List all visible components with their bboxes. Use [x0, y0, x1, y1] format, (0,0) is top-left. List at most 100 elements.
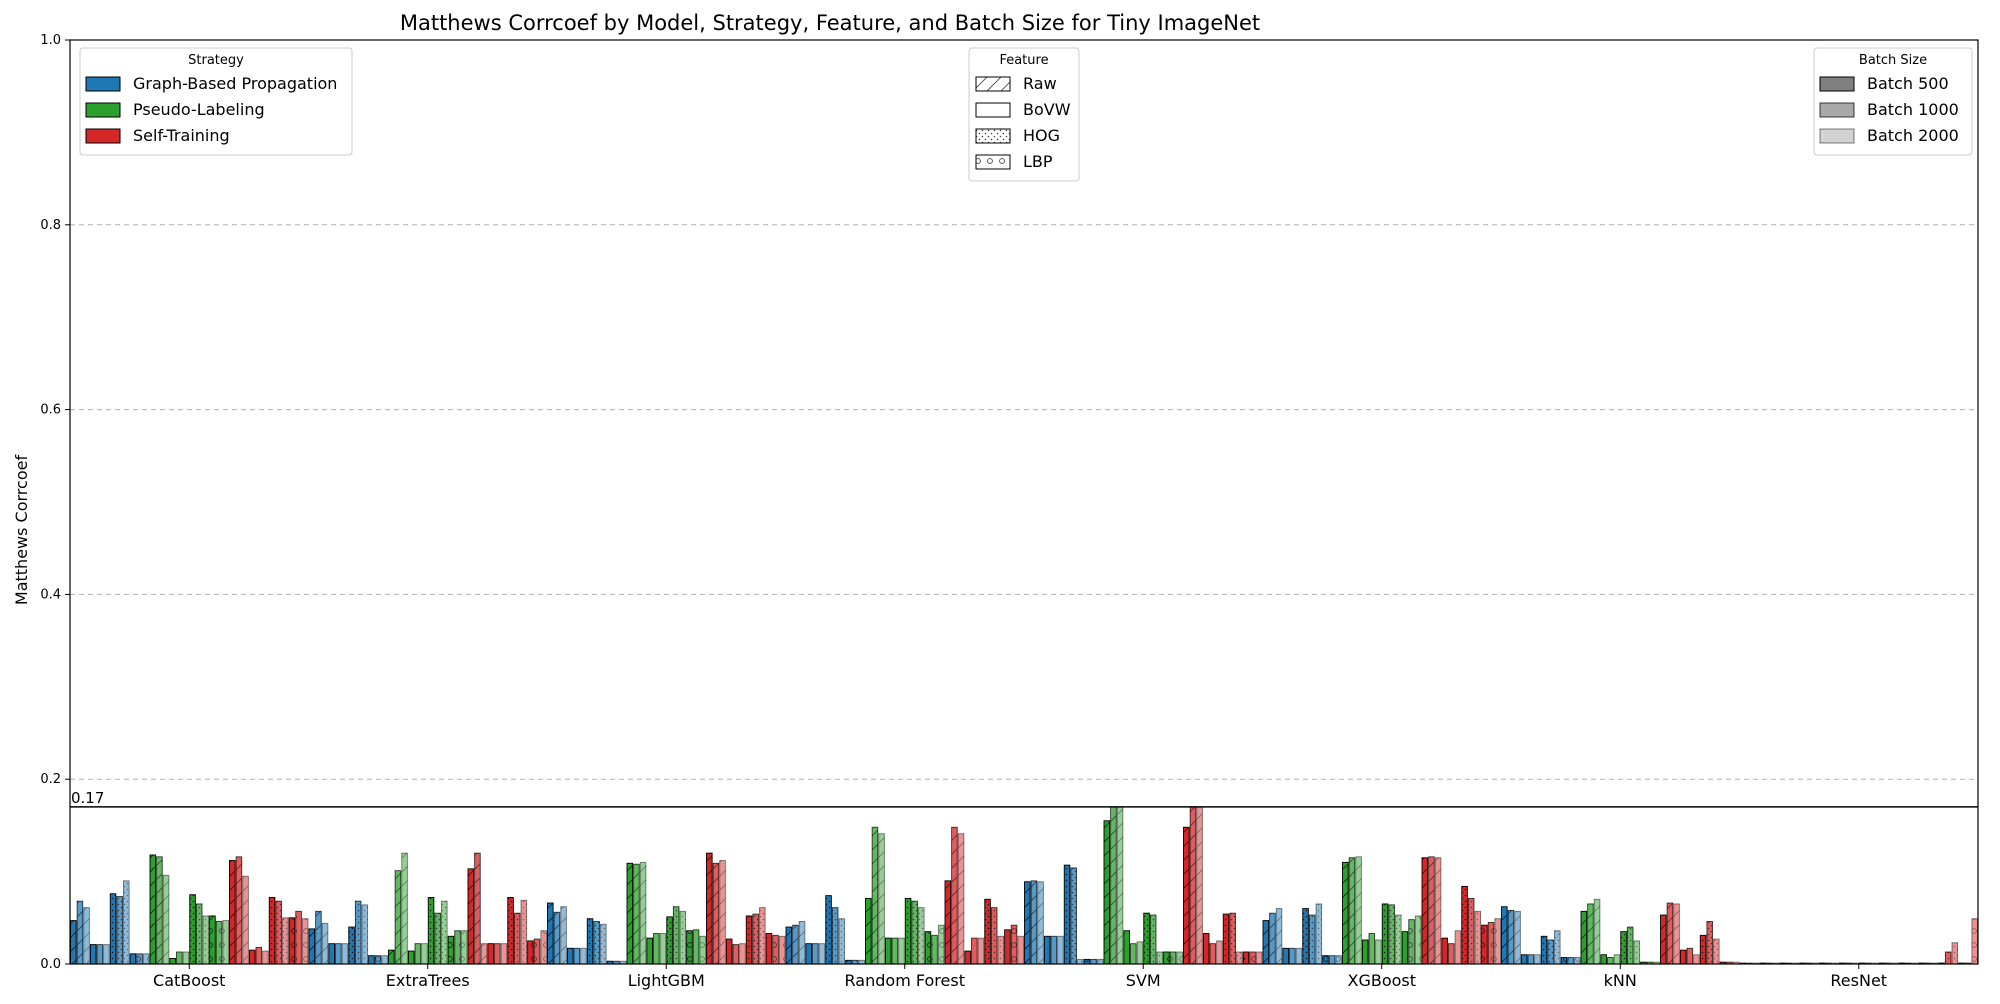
- bar: [1335, 955, 1342, 965]
- bar: [1693, 954, 1700, 965]
- bar-pattern: [1667, 903, 1673, 964]
- bar-pattern: [1097, 959, 1103, 964]
- x-tick-label: ResNet: [1830, 971, 1887, 990]
- bar: [1229, 912, 1236, 965]
- bar-fill: [739, 943, 746, 965]
- bar-pattern: [1117, 806, 1123, 964]
- bar: [1275, 908, 1283, 965]
- bar: [1494, 918, 1501, 965]
- bar: [871, 826, 879, 965]
- bar: [1116, 806, 1124, 965]
- bar: [719, 860, 726, 965]
- bar-pattern: [1017, 936, 1024, 964]
- bar-pattern: [150, 854, 156, 964]
- bar: [1607, 957, 1614, 965]
- bar: [520, 899, 528, 965]
- bar: [1428, 856, 1435, 965]
- bar-fill: [414, 943, 422, 965]
- bar: [990, 907, 998, 965]
- bar-pattern: [1706, 921, 1713, 964]
- bar-pattern: [998, 936, 1004, 964]
- bar-pattern: [938, 925, 944, 964]
- bar: [308, 928, 316, 965]
- bar: [1090, 958, 1097, 965]
- bar: [1593, 898, 1601, 965]
- bar: [1461, 885, 1468, 965]
- bar-pattern: [1163, 951, 1170, 964]
- bar-pattern: [1243, 951, 1249, 964]
- bar-pattern: [1574, 957, 1580, 964]
- bar: [1414, 915, 1422, 965]
- bar-pattern: [1190, 806, 1196, 964]
- bar-fill: [341, 943, 349, 965]
- bar-fill: [1295, 947, 1303, 965]
- bar: [109, 893, 117, 965]
- legend-label: HOG: [1023, 126, 1060, 145]
- bar-fill: [1693, 954, 1700, 965]
- bar: [931, 934, 938, 965]
- bar-fill: [805, 943, 812, 965]
- bar-pattern: [295, 911, 302, 964]
- bar-pattern: [1349, 857, 1355, 964]
- bar: [1401, 931, 1409, 965]
- bar: [335, 943, 342, 965]
- bar: [765, 933, 773, 965]
- bar-fill: [1050, 935, 1058, 965]
- bar-pattern: [1196, 806, 1203, 964]
- bar: [679, 910, 687, 965]
- bar-fill: [89, 944, 97, 965]
- bar: [1686, 947, 1694, 965]
- bar: [1209, 943, 1217, 965]
- strategy-legend: Strategy Graph-Based Propagation Pseudo-L…: [79, 47, 353, 156]
- bar-pattern: [587, 918, 593, 964]
- bar-pattern: [1157, 951, 1163, 964]
- bar: [1587, 903, 1594, 965]
- bar-pattern: [911, 901, 918, 964]
- bar: [1010, 924, 1018, 965]
- bar-pattern: [481, 943, 487, 964]
- bar: [1328, 955, 1336, 965]
- bar: [1481, 924, 1488, 965]
- bar-pattern: [1713, 939, 1720, 964]
- bar: [1540, 935, 1548, 965]
- bar-pattern: [163, 875, 169, 964]
- bar-pattern: [905, 898, 911, 964]
- bar-pattern: [1269, 913, 1276, 964]
- bar-fill: [653, 933, 660, 965]
- bar: [149, 854, 157, 965]
- bar: [1381, 903, 1389, 965]
- bar: [255, 946, 263, 965]
- bar-pattern: [627, 863, 633, 964]
- bar: [1063, 864, 1071, 965]
- bar: [951, 826, 958, 965]
- bar: [745, 915, 753, 965]
- x-tick-label: LightGBM: [628, 971, 705, 990]
- bar: [262, 950, 269, 965]
- bar: [1143, 912, 1150, 965]
- bar-fill: [725, 938, 733, 965]
- bar: [692, 929, 700, 965]
- bar-fill: [1043, 935, 1051, 965]
- bar: [1070, 867, 1077, 965]
- bar-fill: [898, 937, 905, 965]
- bar: [1322, 955, 1329, 965]
- bar-pattern: [1422, 857, 1428, 964]
- bar-pattern: [282, 917, 289, 964]
- bar-pattern: [1461, 886, 1468, 964]
- bar: [1560, 957, 1568, 965]
- bar: [1620, 931, 1627, 965]
- bar-pattern: [77, 901, 83, 964]
- bar: [1149, 914, 1157, 965]
- reference-line-label: 0.17: [71, 789, 104, 807]
- bar: [136, 953, 143, 965]
- bar-fill: [812, 943, 819, 965]
- bar-pattern: [1309, 915, 1315, 964]
- bar: [1249, 951, 1256, 965]
- bar-pattern: [799, 921, 805, 964]
- bar-pattern: [322, 923, 328, 964]
- bar-pattern: [1952, 942, 1958, 964]
- bar-pattern: [1263, 920, 1269, 964]
- x-tick-label: ExtraTrees: [386, 971, 470, 990]
- bar-fill: [1202, 933, 1210, 965]
- bar-fill: [1282, 947, 1289, 965]
